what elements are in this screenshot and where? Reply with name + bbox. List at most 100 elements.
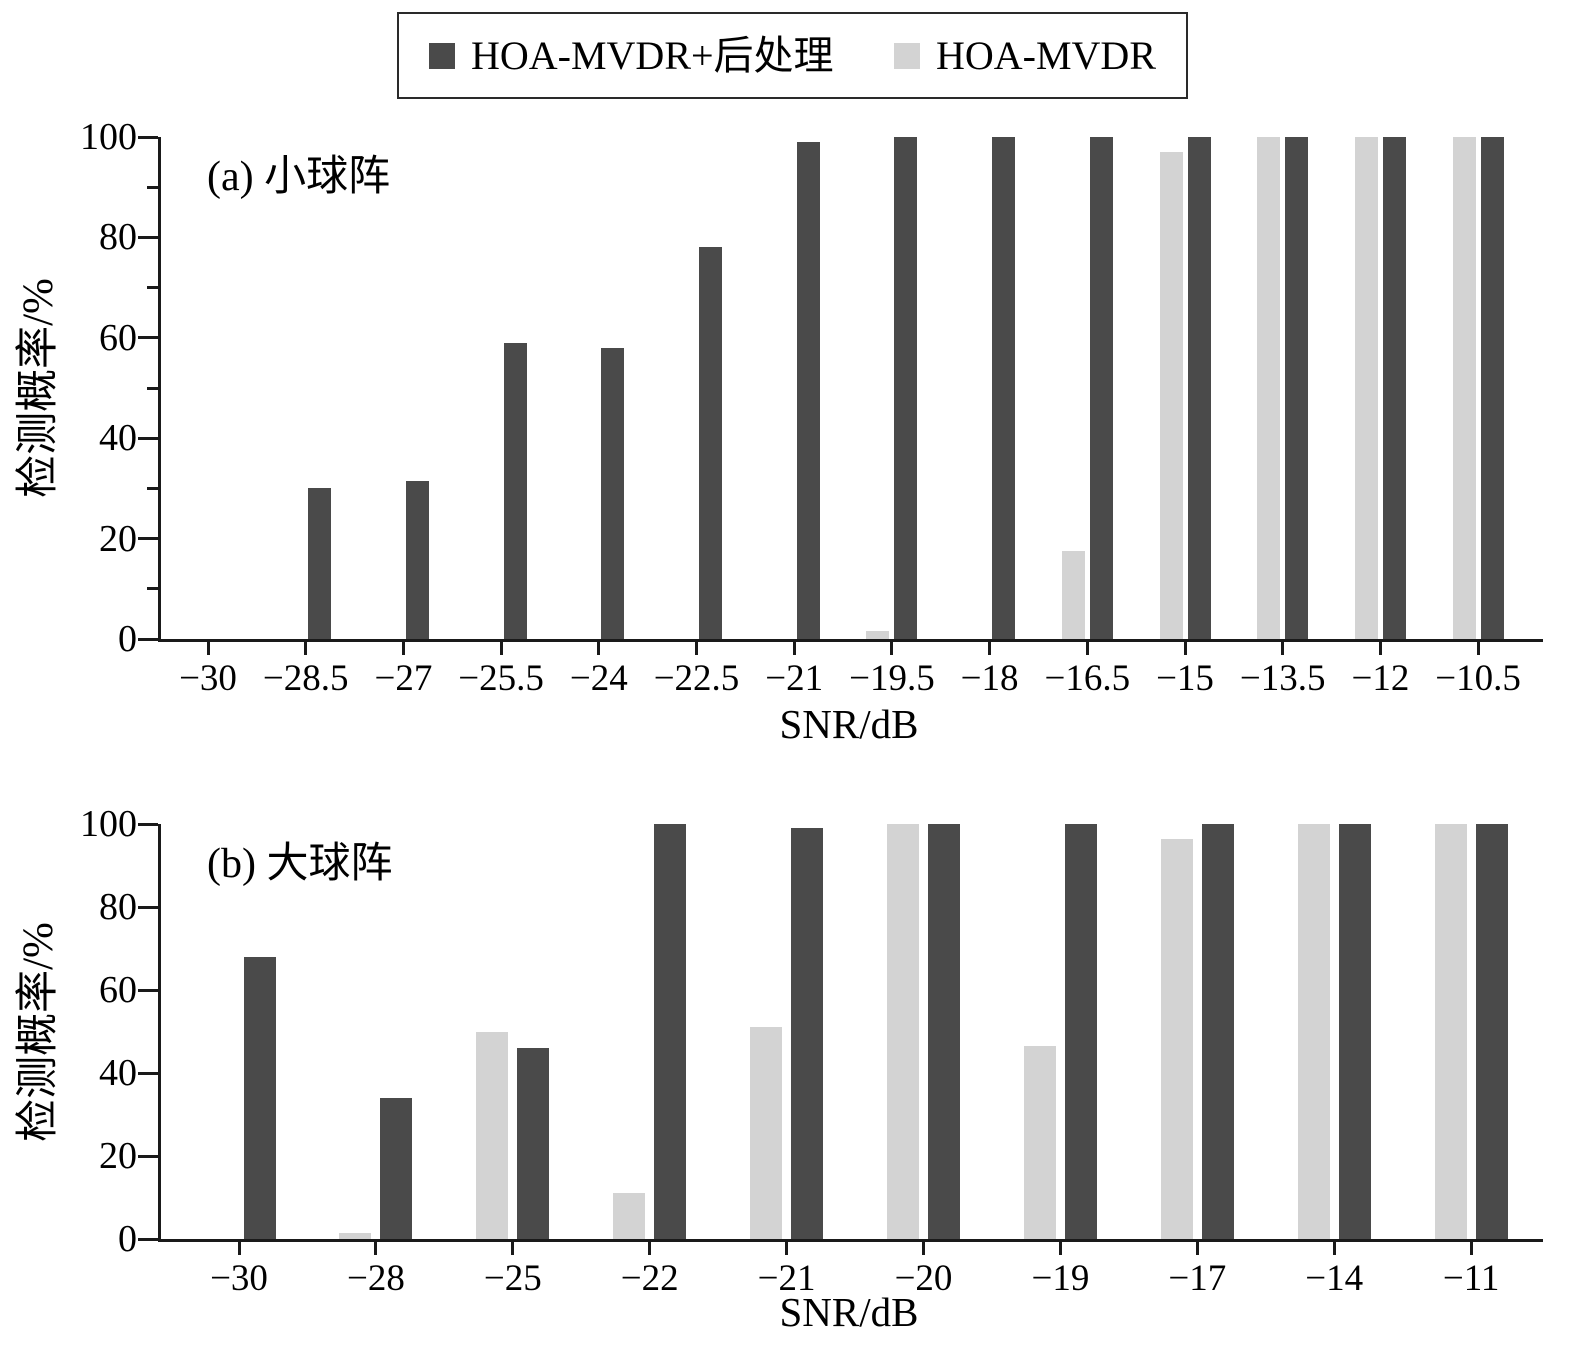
bar-hoa-mvdr-post (503, 342, 527, 639)
bar-hoa-mvdr-post (517, 1048, 550, 1239)
y-axis-title-a: 检测概率/% (15, 278, 62, 498)
x-tick-−21 (785, 1242, 789, 1255)
x-tick-label-−25: −25 (483, 1258, 542, 1299)
x-axis-title-a: SNR/dB (779, 701, 919, 747)
y-tick-label-100: 100 (80, 803, 137, 845)
x-tick-−18 (988, 642, 992, 655)
legend: HOA-MVDR+后处理 HOA-MVDR (397, 12, 1188, 99)
x-tick-−16.5 (1085, 642, 1089, 655)
bar-hoa-mvdr-post (894, 137, 918, 639)
y-tick-label-60: 60 (99, 969, 137, 1011)
bar-hoa-mvdr-post (1064, 824, 1097, 1239)
x-tick-−19 (1058, 1242, 1062, 1255)
y-tick-20 (138, 537, 158, 541)
legend-item-hoa-mvdr-post: HOA-MVDR+后处理 (429, 32, 834, 78)
bar-hoa-mvdr-post (796, 142, 820, 639)
bar-hoa-mvdr-post (1338, 824, 1371, 1239)
y-minor-tick-70 (147, 286, 158, 290)
x-tick-−22 (648, 1242, 652, 1255)
x-tick-label-−11: −11 (1442, 1258, 1500, 1299)
legend-swatch-dark (429, 42, 455, 69)
bar-hoa-mvdr (339, 1232, 372, 1239)
x-tick-−21 (792, 642, 796, 655)
y-tick-40 (138, 1071, 158, 1075)
y-tick-label-60: 60 (99, 316, 137, 359)
y-tick-label-80: 80 (99, 216, 137, 259)
x-tick-−13.5 (1281, 642, 1285, 655)
x-tick-−17 (1195, 1242, 1199, 1255)
y-tick-label-0: 0 (118, 1218, 137, 1260)
x-tick-label-−14: −14 (1305, 1258, 1364, 1299)
x-tick-label-−27: −27 (374, 658, 433, 699)
plot-area-b: (b) 大球阵 0 20 40 60 80 100 −30 −28 −25 −22 −21 −20 −1… (80, 803, 1543, 1299)
bar-hoa-mvdr (887, 824, 919, 1239)
bar-hoa-mvdr-post (928, 824, 960, 1239)
y-tick-80 (138, 235, 158, 239)
bar-hoa-mvdr (1452, 137, 1476, 639)
x-tick-label-−18: −18 (960, 658, 1019, 699)
x-tick-label-−13.5: −13.5 (1239, 658, 1326, 699)
y-tick-100 (138, 135, 158, 139)
x-tick-label-−21: −21 (757, 1258, 816, 1299)
x-tick-label-−30: −30 (179, 658, 237, 699)
x-tick-label-−17: −17 (1168, 1258, 1227, 1299)
y-minor-tick-30 (147, 486, 158, 490)
bar-hoa-mvdr (1159, 152, 1183, 639)
x-tick-−15 (1183, 642, 1187, 655)
x-tick-label-−20: −20 (894, 1258, 953, 1299)
bar-hoa-mvdr-post (654, 824, 687, 1239)
x-tick-−12 (1378, 642, 1382, 655)
bar-hoa-mvdr-post (601, 347, 625, 639)
bar-hoa-mvdr-post (380, 1097, 413, 1239)
bar-hoa-mvdr-post (1201, 824, 1234, 1239)
bar-hoa-mvdr-post (699, 247, 722, 639)
panel-label-b: (b) 大球阵 (207, 841, 393, 887)
bar-hoa-mvdr (866, 631, 890, 639)
x-tick-−20 (922, 1242, 925, 1255)
y-tick-label-0: 0 (118, 618, 137, 660)
y-tick-80 (138, 905, 158, 909)
x-tick-label-−19.5: −19.5 (849, 658, 935, 699)
x-tick-−10.5 (1476, 642, 1480, 655)
bar-hoa-mvdr (1160, 838, 1193, 1239)
x-tick-−25 (511, 1242, 515, 1255)
x-tick-−24 (597, 642, 601, 655)
bar-hoa-mvdr-post (1382, 137, 1406, 639)
y-tick-0 (138, 1237, 158, 1241)
bar-hoa-mvdr (613, 1193, 646, 1239)
legend-item-hoa-mvdr: HOA-MVDR (894, 35, 1156, 76)
x-tick-label-−25.5: −25.5 (458, 658, 544, 699)
x-tick-label-−21: −21 (765, 658, 824, 699)
bar-hoa-mvdr (1434, 824, 1467, 1239)
x-tick-−28.5 (304, 642, 308, 655)
x-tick-−11 (1469, 1242, 1473, 1255)
y-tick-label-40: 40 (99, 417, 137, 460)
x-tick-label-−16.5: −16.5 (1044, 658, 1131, 699)
bar-hoa-mvdr (1297, 824, 1330, 1239)
x-tick-−28 (374, 1242, 378, 1255)
bar-hoa-mvdr-post (1089, 137, 1113, 639)
plot-area-a: (a) 小球阵 0 20 40 60 80 100 −30 −28.5 −27 −25.5 −24−… (80, 116, 1543, 699)
x-tick-−14 (1332, 1242, 1336, 1255)
y-tick-60 (138, 336, 158, 340)
y-tick-0 (138, 637, 158, 641)
y-tick-20 (138, 1154, 158, 1158)
x-tick-label-−19: −19 (1031, 1258, 1090, 1299)
x-tick-label-−28: −28 (346, 1258, 405, 1299)
x-tick-label-−28.5: −28.5 (262, 658, 349, 699)
x-tick-label-−30: −30 (210, 1258, 268, 1299)
y-minor-tick-50 (147, 386, 158, 390)
bar-hoa-mvdr-post (1187, 137, 1211, 639)
legend-swatch-light (894, 42, 920, 69)
legend-label-hoa-mvdr-post: HOA-MVDR+后处理 (471, 32, 834, 78)
x-tick-−22.5 (695, 642, 698, 655)
y-tick-100 (138, 822, 158, 826)
x-tick-label-−15: −15 (1156, 658, 1214, 699)
bar-hoa-mvdr-post (992, 137, 1016, 639)
bar-hoa-mvdr-post (308, 488, 332, 639)
y-tick-label-80: 80 (99, 886, 137, 928)
bar-hoa-mvdr-post (1480, 137, 1504, 639)
